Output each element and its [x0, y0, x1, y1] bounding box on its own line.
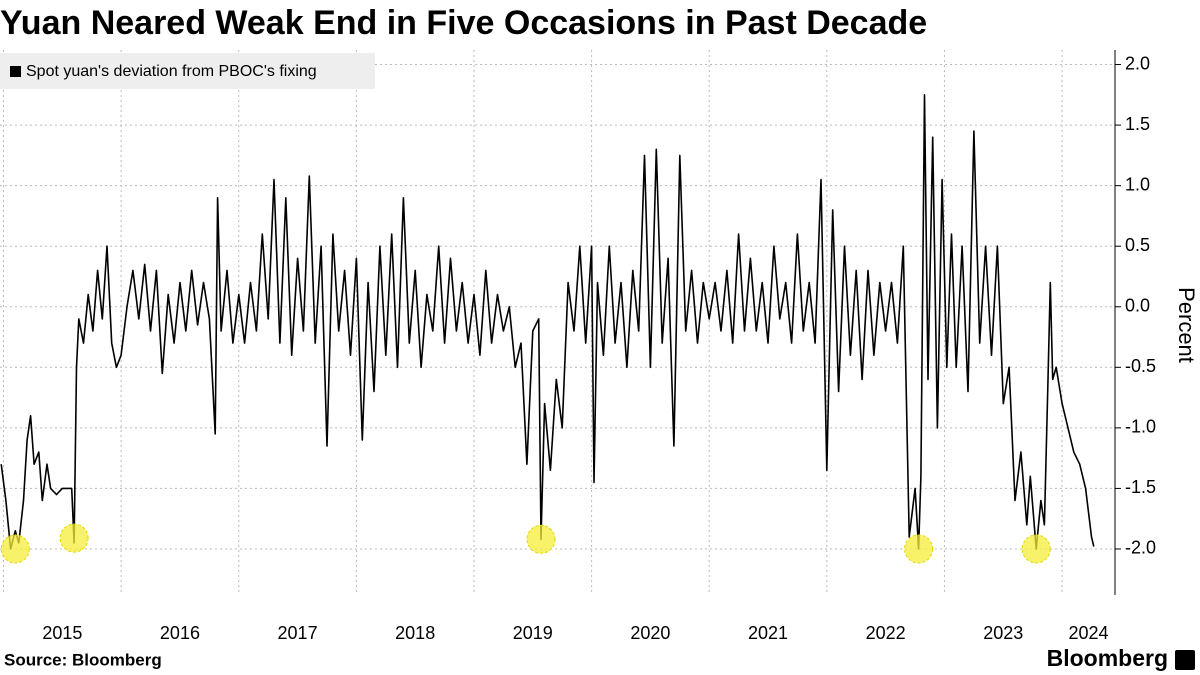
- x-tick-label: 2015: [42, 623, 82, 643]
- source: Source: Bloomberg: [4, 650, 162, 669]
- x-tick-label: 2024: [1069, 623, 1109, 643]
- brand: Bloomberg: [1047, 645, 1168, 671]
- y-tick-label: -0.5: [1125, 356, 1156, 376]
- highlight-circle: [1021, 534, 1051, 564]
- y-tick-label: 0.5: [1125, 235, 1150, 255]
- y-tick-label: 1.0: [1125, 174, 1150, 194]
- x-tick-label: 2019: [513, 623, 553, 643]
- y-tick-label: -1.0: [1125, 417, 1156, 437]
- y-tick-label: 1.5: [1125, 114, 1150, 134]
- y-axis-label: Percent: [1174, 287, 1199, 363]
- highlight-circle: [59, 523, 89, 553]
- x-tick-label: 2018: [395, 623, 435, 643]
- series-line: [0, 94, 1095, 550]
- legend-swatch: [10, 66, 21, 77]
- x-tick-label: 2022: [866, 623, 906, 643]
- chart-title: Yuan Neared Weak End in Five Occasions i…: [0, 4, 927, 42]
- y-tick-label: -2.0: [1125, 538, 1156, 558]
- legend-box: [0, 53, 375, 89]
- x-tick-label: 2016: [160, 623, 200, 643]
- highlight-circle: [526, 524, 556, 554]
- highlight-circle: [904, 534, 934, 564]
- x-tick-label: 2021: [748, 623, 788, 643]
- highlight-circle: [0, 534, 30, 564]
- y-tick-label: 2.0: [1125, 53, 1150, 73]
- x-tick-label: 2023: [983, 623, 1023, 643]
- legend-label: Spot yuan's deviation from PBOC's fixing: [26, 63, 317, 80]
- x-tick-label: 2020: [630, 623, 670, 643]
- y-tick-label: 0.0: [1125, 296, 1150, 316]
- brand-icon: [1175, 650, 1195, 670]
- x-tick-label: 2017: [278, 623, 318, 643]
- y-tick-label: -1.5: [1125, 477, 1156, 497]
